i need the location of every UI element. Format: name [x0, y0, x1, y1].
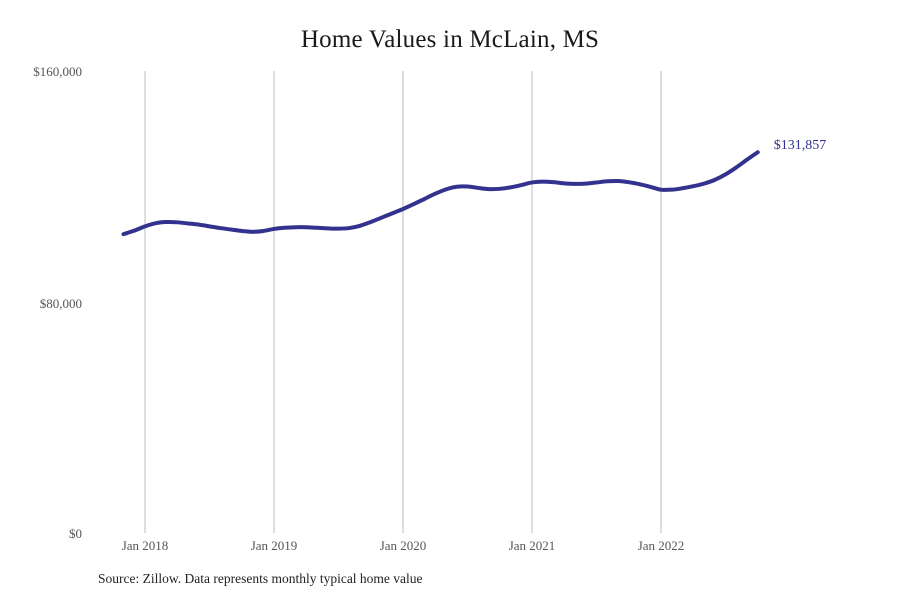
- x-axis-tick-label-jan-2019: Jan 2019: [250, 538, 298, 553]
- y-axis-tick-label-0: $0: [69, 526, 82, 541]
- chart-title: Home Values in McLain, MS: [300, 26, 600, 53]
- source-note: Source: Zillow. Data represents monthly …: [98, 571, 423, 586]
- series-line-typical-home-value: [121, 150, 760, 237]
- data-series-line: [121, 150, 760, 237]
- y-axis-tick-label-80000: $80,000: [39, 296, 82, 311]
- end-value-label: $131,857: [773, 138, 827, 154]
- x-axis-tick-label-jan-2018: Jan 2018: [121, 538, 169, 553]
- y-axis-tick-label-160000: $160,000: [33, 64, 82, 79]
- gridlines: [144, 71, 662, 533]
- x-axis-tick-label-jan-2021: Jan 2021: [508, 538, 556, 553]
- x-axis-tick-label-jan-2022: Jan 2022: [637, 538, 685, 553]
- x-axis-tick-label-jan-2020: Jan 2020: [379, 538, 427, 553]
